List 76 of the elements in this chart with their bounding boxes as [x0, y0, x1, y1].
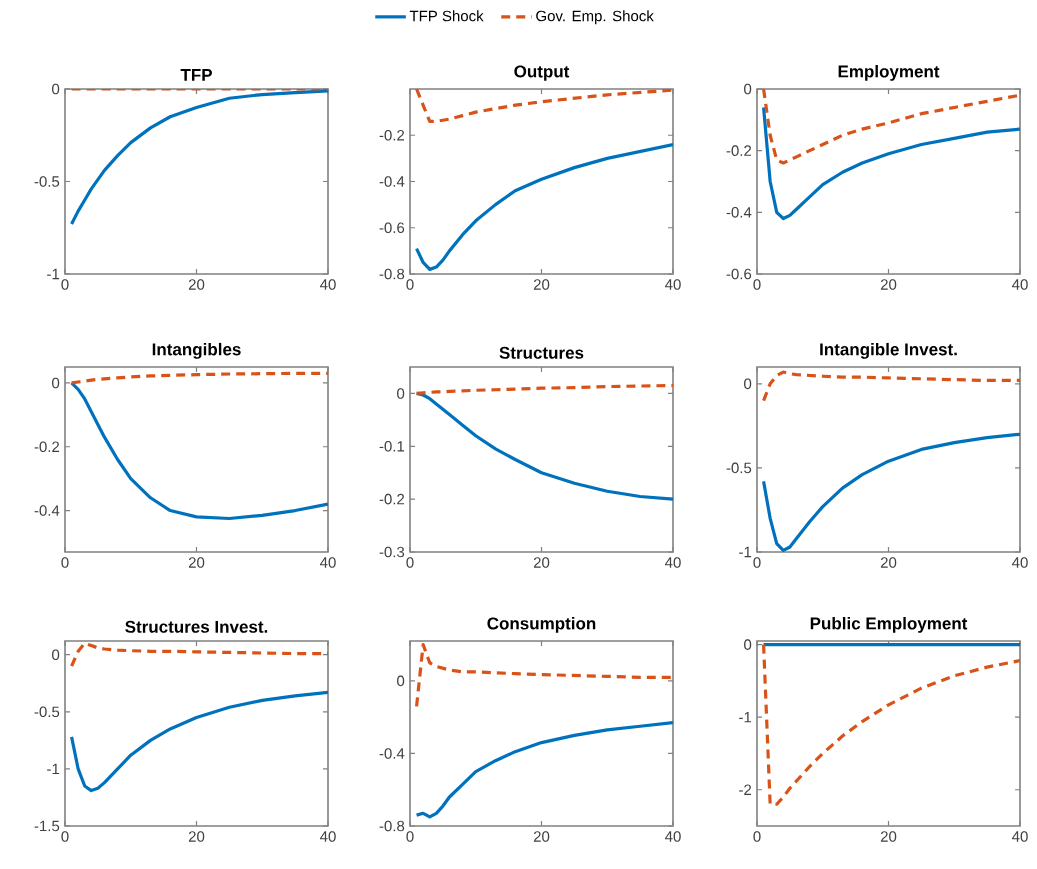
chart-title: Employment	[838, 64, 940, 81]
chart-title: Structures Invest.	[125, 620, 268, 633]
x-tick-label: 20	[188, 831, 205, 842]
x-tick-label: 40	[320, 279, 336, 290]
y-tick-label: -0.2	[726, 145, 752, 156]
x-tick-label: 40	[665, 831, 681, 842]
x-tick-label: 20	[188, 279, 205, 290]
y-tick-label: 0	[744, 639, 752, 650]
line-series	[414, 391, 673, 501]
chart-title: Intangible Invest.	[820, 342, 957, 359]
y-tick-label: -0.2	[379, 129, 405, 141]
y-tick-label: -0.8	[379, 820, 405, 832]
x-tick-label: 0	[406, 279, 414, 290]
y-tick-label: -0.6	[379, 222, 405, 234]
x-tick-label: 20	[533, 831, 550, 842]
y-tick-label: -0.4	[379, 176, 405, 187]
y-tick-label: -1.5	[34, 820, 60, 832]
x-tick-label: 40	[320, 557, 336, 568]
x-tick-label: 40	[665, 279, 681, 290]
line-series	[414, 721, 673, 819]
y-tick-label: -0.5	[34, 706, 60, 718]
x-tick-label: 40	[665, 557, 681, 568]
chart-title: Intangibles	[152, 342, 241, 359]
chart-title: Structures	[499, 346, 584, 359]
y-tick-label: -0.4	[726, 207, 752, 218]
y-tick-label: 0	[744, 83, 752, 95]
y-tick-label: -0.3	[379, 546, 405, 558]
y-tick-label: -0.8	[379, 268, 405, 280]
y-tick-label: -0.6	[726, 268, 752, 280]
y-tick-label: -1	[739, 712, 752, 723]
line-series	[761, 643, 1021, 806]
y-tick-label: -0.1	[379, 440, 405, 452]
y-tick-label: -0.4	[34, 505, 60, 516]
y-tick-label: 0	[52, 377, 60, 389]
chart-title: Public Employment	[810, 616, 968, 633]
y-tick-label: -0.4	[379, 748, 405, 759]
x-tick-label: 40	[1012, 279, 1028, 290]
line-series	[414, 383, 673, 396]
x-tick-label: 20	[880, 831, 897, 842]
y-tick-label: 0	[397, 388, 405, 399]
y-tick-label: 0	[52, 83, 60, 95]
line-series	[69, 690, 328, 793]
line-series	[761, 105, 1021, 221]
y-tick-label: -0.5	[726, 462, 752, 474]
x-tick-label: 40	[1012, 557, 1028, 568]
y-tick-label: 0	[52, 649, 60, 661]
y-tick-label: -0.2	[34, 441, 60, 453]
x-tick-label: 0	[753, 557, 761, 568]
x-tick-label: 0	[406, 831, 414, 842]
line-series	[761, 432, 1021, 552]
x-tick-label: 0	[753, 831, 761, 842]
chart-title: Output	[514, 65, 570, 81]
x-tick-label: 0	[406, 557, 414, 568]
y-tick-label: -0.5	[34, 176, 60, 187]
x-tick-label: 0	[61, 557, 69, 568]
y-tick-label: 0	[397, 675, 405, 687]
y-tick-label: -1	[739, 546, 752, 558]
y-tick-label: -0.2	[379, 493, 405, 505]
legend-label: TFP Shock	[409, 10, 484, 22]
x-tick-label: 40	[1012, 831, 1028, 842]
y-tick-label: -1	[47, 268, 60, 280]
x-tick-label: 40	[320, 831, 336, 842]
y-tick-label: 0	[744, 378, 752, 390]
y-tick-label: -2	[739, 784, 752, 795]
x-tick-label: 20	[533, 279, 550, 290]
chart-title: Consumption	[487, 616, 596, 633]
y-tick-label: -1	[47, 763, 60, 775]
x-tick-label: 20	[880, 557, 897, 568]
x-tick-label: 0	[61, 279, 69, 290]
x-tick-label: 20	[533, 557, 550, 568]
x-tick-label: 20	[880, 279, 897, 290]
x-tick-label: 0	[753, 279, 761, 290]
chart-title: TFP	[180, 69, 212, 81]
x-tick-label: 20	[188, 557, 205, 568]
legend-label: Gov. Emp. Shock	[536, 10, 654, 25]
x-tick-label: 0	[61, 831, 69, 842]
